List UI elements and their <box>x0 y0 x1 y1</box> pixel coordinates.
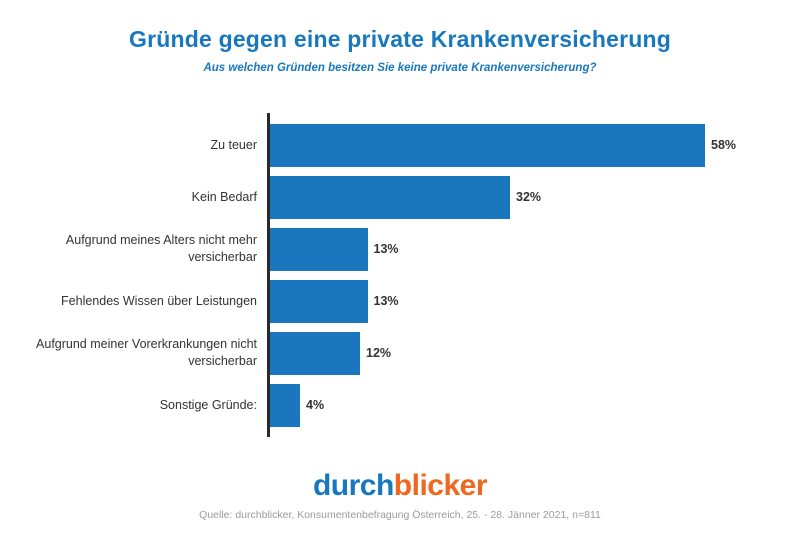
category-label: Kein Bedarf <box>191 189 257 204</box>
value-label: 4% <box>306 398 325 412</box>
value-label: 58% <box>711 138 737 152</box>
bar-row: Sonstige Gründe: 4% <box>30 379 770 431</box>
page-title: Gründe gegen eine private Krankenversich… <box>129 26 671 52</box>
value-label: 13% <box>373 242 399 256</box>
durchblicker-logo: durchblicker <box>0 469 800 503</box>
source-note: Quelle: durchblicker, Konsumentenbefragu… <box>199 509 601 521</box>
bar-row: Kein Bedarf 32% <box>30 171 770 223</box>
bar-area: 58% <box>270 123 737 167</box>
bar-area: 13% <box>270 227 399 271</box>
logo-text-blue: durch <box>312 469 394 502</box>
category-label: Aufgrund meiner Vorerkrankungen nicht ve… <box>36 337 257 368</box>
bar-area: 13% <box>270 279 399 323</box>
category-label: Zu teuer <box>210 137 257 152</box>
bar-rows: Zu teuer 58% Kein Bedarf 32% Aufgrund me… <box>30 119 770 431</box>
bar-chart: Zu teuer 58% Kein Bedarf 32% Aufgrund me… <box>30 113 770 437</box>
category-label: Sonstige Gründe: <box>159 397 257 412</box>
value-label: 13% <box>373 294 399 308</box>
bar <box>270 279 368 323</box>
bar-area: 32% <box>270 175 542 219</box>
bar-row: Aufgrund meines Alters nicht mehr versic… <box>30 223 770 275</box>
category-label: Fehlendes Wissen über Leistungen <box>61 293 257 308</box>
bar <box>270 383 300 427</box>
page-subtitle: Aus welchen Gründen besitzen Sie keine p… <box>203 62 597 74</box>
bar-row: Aufgrund meiner Vorerkrankungen nicht ve… <box>30 327 770 379</box>
bar-row: Fehlendes Wissen über Leistungen 13% <box>30 275 770 327</box>
bar <box>270 123 705 167</box>
bar-area: 4% <box>270 383 325 427</box>
bar-row: Zu teuer 58% <box>30 119 770 171</box>
bar <box>270 227 368 271</box>
y-axis-line <box>267 113 270 437</box>
logo-text-orange: blicker <box>393 469 488 502</box>
bar <box>270 175 510 219</box>
value-label: 12% <box>366 346 392 360</box>
bar-area: 12% <box>270 331 392 375</box>
value-label: 32% <box>516 190 542 204</box>
category-label: Aufgrund meines Alters nicht mehr versic… <box>65 233 257 264</box>
bar <box>270 331 360 375</box>
